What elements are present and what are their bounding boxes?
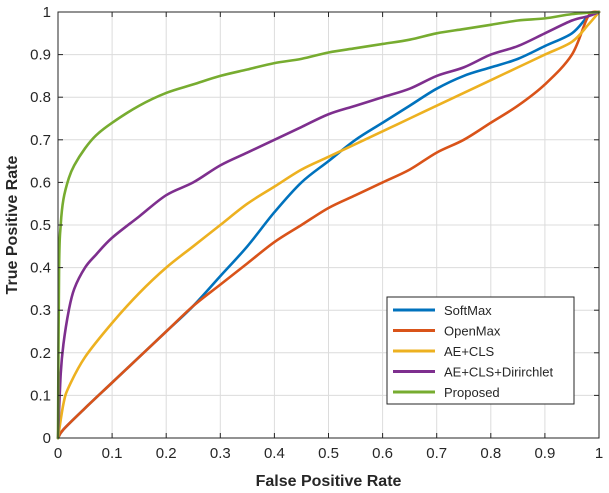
legend-label-ae-cls: AE+CLS (444, 344, 495, 359)
series-line-openmax (56, 10, 601, 440)
series-line-ae-cls (56, 10, 601, 440)
series-line-ae-cls-dirirchlet (56, 10, 601, 440)
y-tick-label: 0 (43, 430, 51, 447)
legend: SoftMax OpenMax AE+CLS AE+CLS+Dirirchlet Pro… (386, 296, 575, 405)
x-tick-label: 0.1 (102, 445, 123, 462)
y-tick-label: 1 (43, 4, 51, 21)
ticks (57, 11, 600, 439)
legend-label-proposed: Proposed (444, 385, 500, 400)
series-layer (56, 10, 601, 440)
x-tick-label: 0.7 (426, 445, 447, 462)
y-tick-label: 0.7 (30, 132, 51, 149)
x-tick-label: 0.6 (372, 445, 393, 462)
x-tick-labels: 0 0.1 0.2 0.3 0.4 0.5 0.6 0.7 0.8 0.9 1 (54, 445, 603, 462)
y-tick-label: 0.8 (30, 89, 51, 106)
y-tick-label: 0.3 (30, 302, 51, 319)
y-axis-label: True Positive Rate (4, 156, 21, 295)
y-tick-labels: 0 0.1 0.2 0.3 0.4 0.5 0.6 0.7 0.8 0.9 1 (30, 4, 51, 447)
x-tick-label: 0.5 (318, 445, 339, 462)
y-tick-label: 0.1 (30, 387, 51, 404)
x-tick-label: 0.2 (156, 445, 177, 462)
legend-label-openmax: OpenMax (444, 324, 501, 339)
x-tick-label: 1 (595, 445, 603, 462)
x-tick-label: 0 (54, 445, 62, 462)
y-tick-label: 0.9 (30, 47, 51, 64)
y-tick-label: 0.2 (30, 345, 51, 362)
y-tick-label: 0.5 (30, 217, 51, 234)
y-tick-label: 0.4 (30, 260, 51, 277)
x-axis-label: False Positive Rate (256, 473, 402, 490)
x-tick-label: 0.9 (534, 445, 555, 462)
legend-label-ae-cls-dirirchlet: AE+CLS+Dirirchlet (444, 365, 553, 380)
x-tick-label: 0.8 (480, 445, 501, 462)
x-tick-label: 0.4 (264, 445, 285, 462)
series-line-proposed (56, 10, 601, 440)
y-tick-label: 0.6 (30, 174, 51, 191)
x-tick-label: 0.3 (210, 445, 231, 462)
legend-label-softmax: SoftMax (444, 303, 492, 318)
